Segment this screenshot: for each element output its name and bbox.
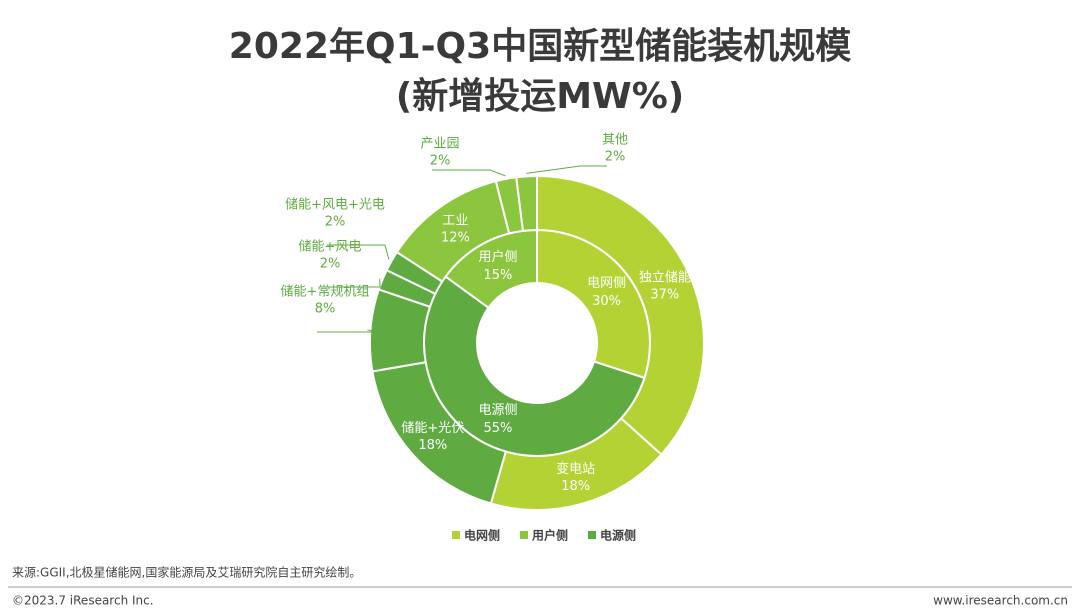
outer-value-label: 2% — [325, 215, 346, 230]
legend-label: 电源侧 — [600, 528, 636, 543]
outer-label: 其他 — [602, 133, 628, 148]
inner-label: 电源侧 — [478, 403, 517, 418]
inner-value-label: 15% — [484, 268, 513, 283]
outer-label: 独立储能 — [639, 270, 691, 285]
outer-value-label: 8% — [315, 302, 336, 317]
outer-value-label: 18% — [561, 479, 590, 494]
outer-value-label: 37% — [650, 287, 679, 302]
outer-value-label: 12% — [441, 231, 470, 246]
chart-title: 2022年Q1-Q3中国新型储能装机规模 — [229, 26, 851, 67]
leader-line — [526, 165, 607, 174]
outer-label: 工业 — [442, 214, 468, 229]
legend-label: 电网侧 — [464, 528, 500, 543]
inner-label: 电网侧 — [587, 276, 626, 291]
inner-value-label: 30% — [592, 294, 621, 309]
outer-label: 储能+风电+光电 — [285, 198, 385, 213]
outer-value-label: 2% — [605, 150, 626, 165]
outer-label: 产业园 — [420, 137, 459, 152]
legend-swatch — [452, 531, 460, 539]
legend-swatch — [520, 531, 528, 539]
inner-value-label: 55% — [484, 421, 513, 436]
leader-line — [327, 244, 390, 260]
leader-line — [432, 169, 506, 177]
outer-label: 储能+常规机组 — [281, 285, 370, 300]
outer-label: 变电站 — [556, 461, 595, 477]
leader-line — [322, 278, 381, 288]
outer-label: 储能+风电 — [299, 240, 362, 255]
outer-slice — [515, 174, 538, 232]
website: www.iresearch.com.cn — [933, 594, 1068, 608]
outer-slice — [536, 174, 705, 456]
leader-line — [317, 329, 376, 333]
inner-label: 用户侧 — [478, 249, 517, 265]
outer-value-label: 18% — [418, 438, 447, 453]
outer-value-label: 2% — [430, 154, 451, 169]
chart-subtitle: (新增投运MW%) — [396, 76, 685, 117]
outer-label: 储能+光伏 — [401, 421, 464, 436]
source-note: 来源:GGII,北极星储能网,国家能源局及艾瑞研究院自主研究绘制。 — [12, 565, 361, 580]
outer-value-label: 2% — [320, 257, 341, 272]
legend-label: 用户侧 — [531, 528, 568, 543]
legend-swatch — [588, 531, 596, 539]
copyright: ©2023.7 iResearch Inc. — [12, 594, 154, 608]
